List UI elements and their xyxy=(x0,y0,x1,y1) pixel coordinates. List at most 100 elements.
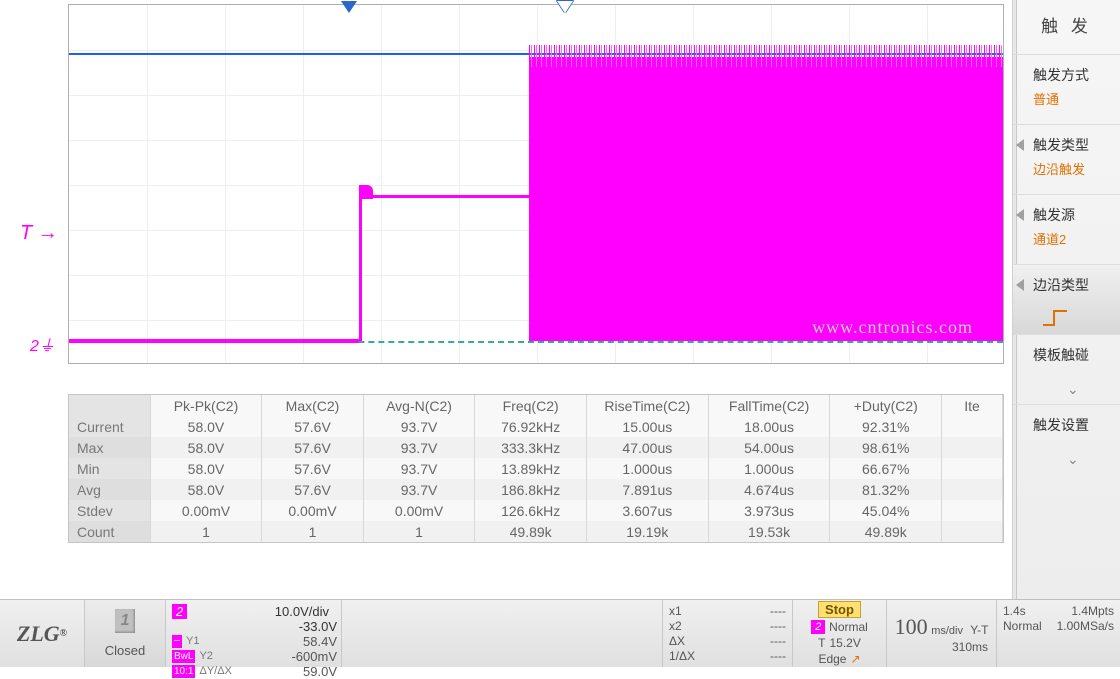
table-cell: 58.0V xyxy=(150,437,262,458)
sidebar-item-trigger-source[interactable]: 触发源 通道2 xyxy=(1013,194,1120,264)
trigger-level-value: 15.2V xyxy=(829,636,860,650)
table-cell: 3.973us xyxy=(708,500,830,521)
sidebar-label: 触发源 xyxy=(1033,205,1120,225)
table-cell: 54.00us xyxy=(708,437,830,458)
table-header: Max(C2) xyxy=(262,395,363,416)
sidebar-label: 触发设置 xyxy=(1033,415,1120,435)
table-cell: 1.000us xyxy=(586,458,708,479)
table-cell: 93.7V xyxy=(363,479,475,500)
table-header xyxy=(69,395,150,416)
table-header: +Duty(C2) xyxy=(830,395,942,416)
table-header: FallTime(C2) xyxy=(708,395,830,416)
sidebar-value: 普通 xyxy=(1033,89,1120,108)
table-cell: 76.92kHz xyxy=(475,416,587,437)
table-cell: 1 xyxy=(262,521,363,542)
main-area: T 2⏚ www.cntronics.com Pk-Pk(C2)Max(C2)A… xyxy=(0,0,1012,466)
run-status-panel[interactable]: Stop 2Normal T15.2V Edge↗ xyxy=(792,600,886,667)
waveform-display[interactable]: www.cntronics.com xyxy=(68,4,1004,364)
row-label: Avg xyxy=(69,479,150,500)
table-cell xyxy=(942,416,1003,437)
table-header: Avg-N(C2) xyxy=(363,395,475,416)
row-label: Current xyxy=(69,416,150,437)
table-cell: 13.89kHz xyxy=(475,458,587,479)
table-cell: 333.3kHz xyxy=(475,437,587,458)
channel1-state: Closed xyxy=(105,643,145,658)
table-cell xyxy=(942,437,1003,458)
ch2-y1-value: 58.4V xyxy=(303,634,337,649)
sidebar-item-trigger-mode[interactable]: 触发方式 普通 xyxy=(1013,54,1120,124)
measurement-table: Pk-Pk(C2)Max(C2)Avg-N(C2)Freq(C2)RiseTim… xyxy=(68,394,1004,543)
timebase-delay: 310ms xyxy=(952,640,988,654)
channel2-ground-marker: 2⏚ xyxy=(30,332,55,356)
left-arrow-icon xyxy=(1016,209,1024,221)
table-row: Current58.0V57.6V93.7V76.92kHz15.00us18.… xyxy=(69,416,1003,437)
stop-badge: Stop xyxy=(818,601,861,618)
table-cell xyxy=(942,479,1003,500)
table-cell: 0.00mV xyxy=(262,500,363,521)
table-row: Max58.0V57.6V93.7V333.3kHz47.00us54.00us… xyxy=(69,437,1003,458)
watermark-text: www.cntronics.com xyxy=(812,317,973,338)
ch2-y2-value: -600mV xyxy=(291,649,337,664)
sidebar-label: 边沿类型 xyxy=(1033,275,1120,295)
table-cell: 58.0V xyxy=(150,416,262,437)
row-label: Stdev xyxy=(69,500,150,521)
table-row: Count11149.89k19.19k19.53k49.89k xyxy=(69,521,1003,542)
table-cell: 92.31% xyxy=(830,416,942,437)
channel1-button[interactable]: 1 Closed xyxy=(84,600,166,667)
table-cell: 57.6V xyxy=(262,437,363,458)
sidebar-label: 触发方式 xyxy=(1033,65,1120,85)
sidebar-title: 触 发 xyxy=(1013,0,1120,54)
chevron-down-icon: ⌄ xyxy=(1067,381,1079,398)
cursor-readout[interactable]: x1---- x2---- ΔX---- 1/ΔX---- xyxy=(662,600,792,667)
ch2-switching-waveform xyxy=(529,57,1003,341)
ch2-trace-segment xyxy=(359,195,529,198)
table-cell: 4.674us xyxy=(708,479,830,500)
table-cell: 93.7V xyxy=(363,416,475,437)
table-cell: 98.61% xyxy=(830,437,942,458)
ch2-trace-segment xyxy=(69,339,359,343)
table-row: Min58.0V57.6V93.7V13.89kHz1.000us1.000us… xyxy=(69,458,1003,479)
table-cell: 1.000us xyxy=(708,458,830,479)
table-cell: 93.7V xyxy=(363,458,475,479)
table-cell: 18.00us xyxy=(708,416,830,437)
channel2-readout[interactable]: 2 10.0V/div -33.0V ┄Y158.4V BwLY2-600mV … xyxy=(166,600,342,667)
table-cell: 1 xyxy=(363,521,475,542)
table-cell: 47.00us xyxy=(586,437,708,458)
ch2-dy-value: 59.0V xyxy=(303,664,337,679)
table-cell: 49.89k xyxy=(475,521,587,542)
ch2-vdiv: 10.0V/div xyxy=(275,604,329,619)
cursor-y1-icon: ┄ xyxy=(172,635,182,648)
trigger-sidebar: 触 发 触发方式 普通 触发类型 边沿触发 触发源 通道2 边沿类型 模板触碰 … xyxy=(1012,0,1120,667)
row-label: Count xyxy=(69,521,150,542)
time-reference-marker-icon[interactable] xyxy=(341,1,357,13)
timebase-panel[interactable]: 100 ms/div Y-T 310ms xyxy=(886,600,996,667)
sidebar-item-template-touch[interactable]: 模板触碰 ⌄ xyxy=(1013,334,1120,404)
table-cell: 45.04% xyxy=(830,500,942,521)
timebase-value: 100 xyxy=(895,614,928,639)
table-cell: 57.6V xyxy=(262,416,363,437)
table-cell: 0.00mV xyxy=(363,500,475,521)
rising-edge-icon xyxy=(1043,310,1073,326)
table-cell: 19.19k xyxy=(586,521,708,542)
table-cell xyxy=(942,500,1003,521)
sidebar-item-trigger-settings[interactable]: 触发设置 ⌄ xyxy=(1013,404,1120,474)
trigger-position-marker-icon[interactable] xyxy=(557,1,573,13)
sidebar-label: 触发类型 xyxy=(1033,135,1120,155)
table-cell xyxy=(942,521,1003,542)
sidebar-item-edge-type[interactable]: 边沿类型 xyxy=(1013,264,1120,334)
table-cell: 1 xyxy=(150,521,262,542)
sidebar-item-trigger-type[interactable]: 触发类型 边沿触发 xyxy=(1013,124,1120,194)
left-arrow-icon xyxy=(1016,279,1024,291)
table-cell: 19.53k xyxy=(708,521,830,542)
table-header: Freq(C2) xyxy=(475,395,587,416)
table-cell: 58.0V xyxy=(150,479,262,500)
table-cell: 58.0V xyxy=(150,458,262,479)
acquisition-panel[interactable]: 1.4s1.4Mpts Normal1.00MSa/s xyxy=(996,600,1120,667)
channel2-badge: 2 xyxy=(172,604,187,619)
table-header: Pk-Pk(C2) xyxy=(150,395,262,416)
rising-edge-icon: ↗ xyxy=(850,652,860,666)
trigger-ch-icon: 2 xyxy=(811,620,825,634)
sidebar-label: 模板触碰 xyxy=(1033,345,1120,365)
table-cell: 0.00mV xyxy=(150,500,262,521)
trigger-level-marker: T xyxy=(20,222,58,245)
